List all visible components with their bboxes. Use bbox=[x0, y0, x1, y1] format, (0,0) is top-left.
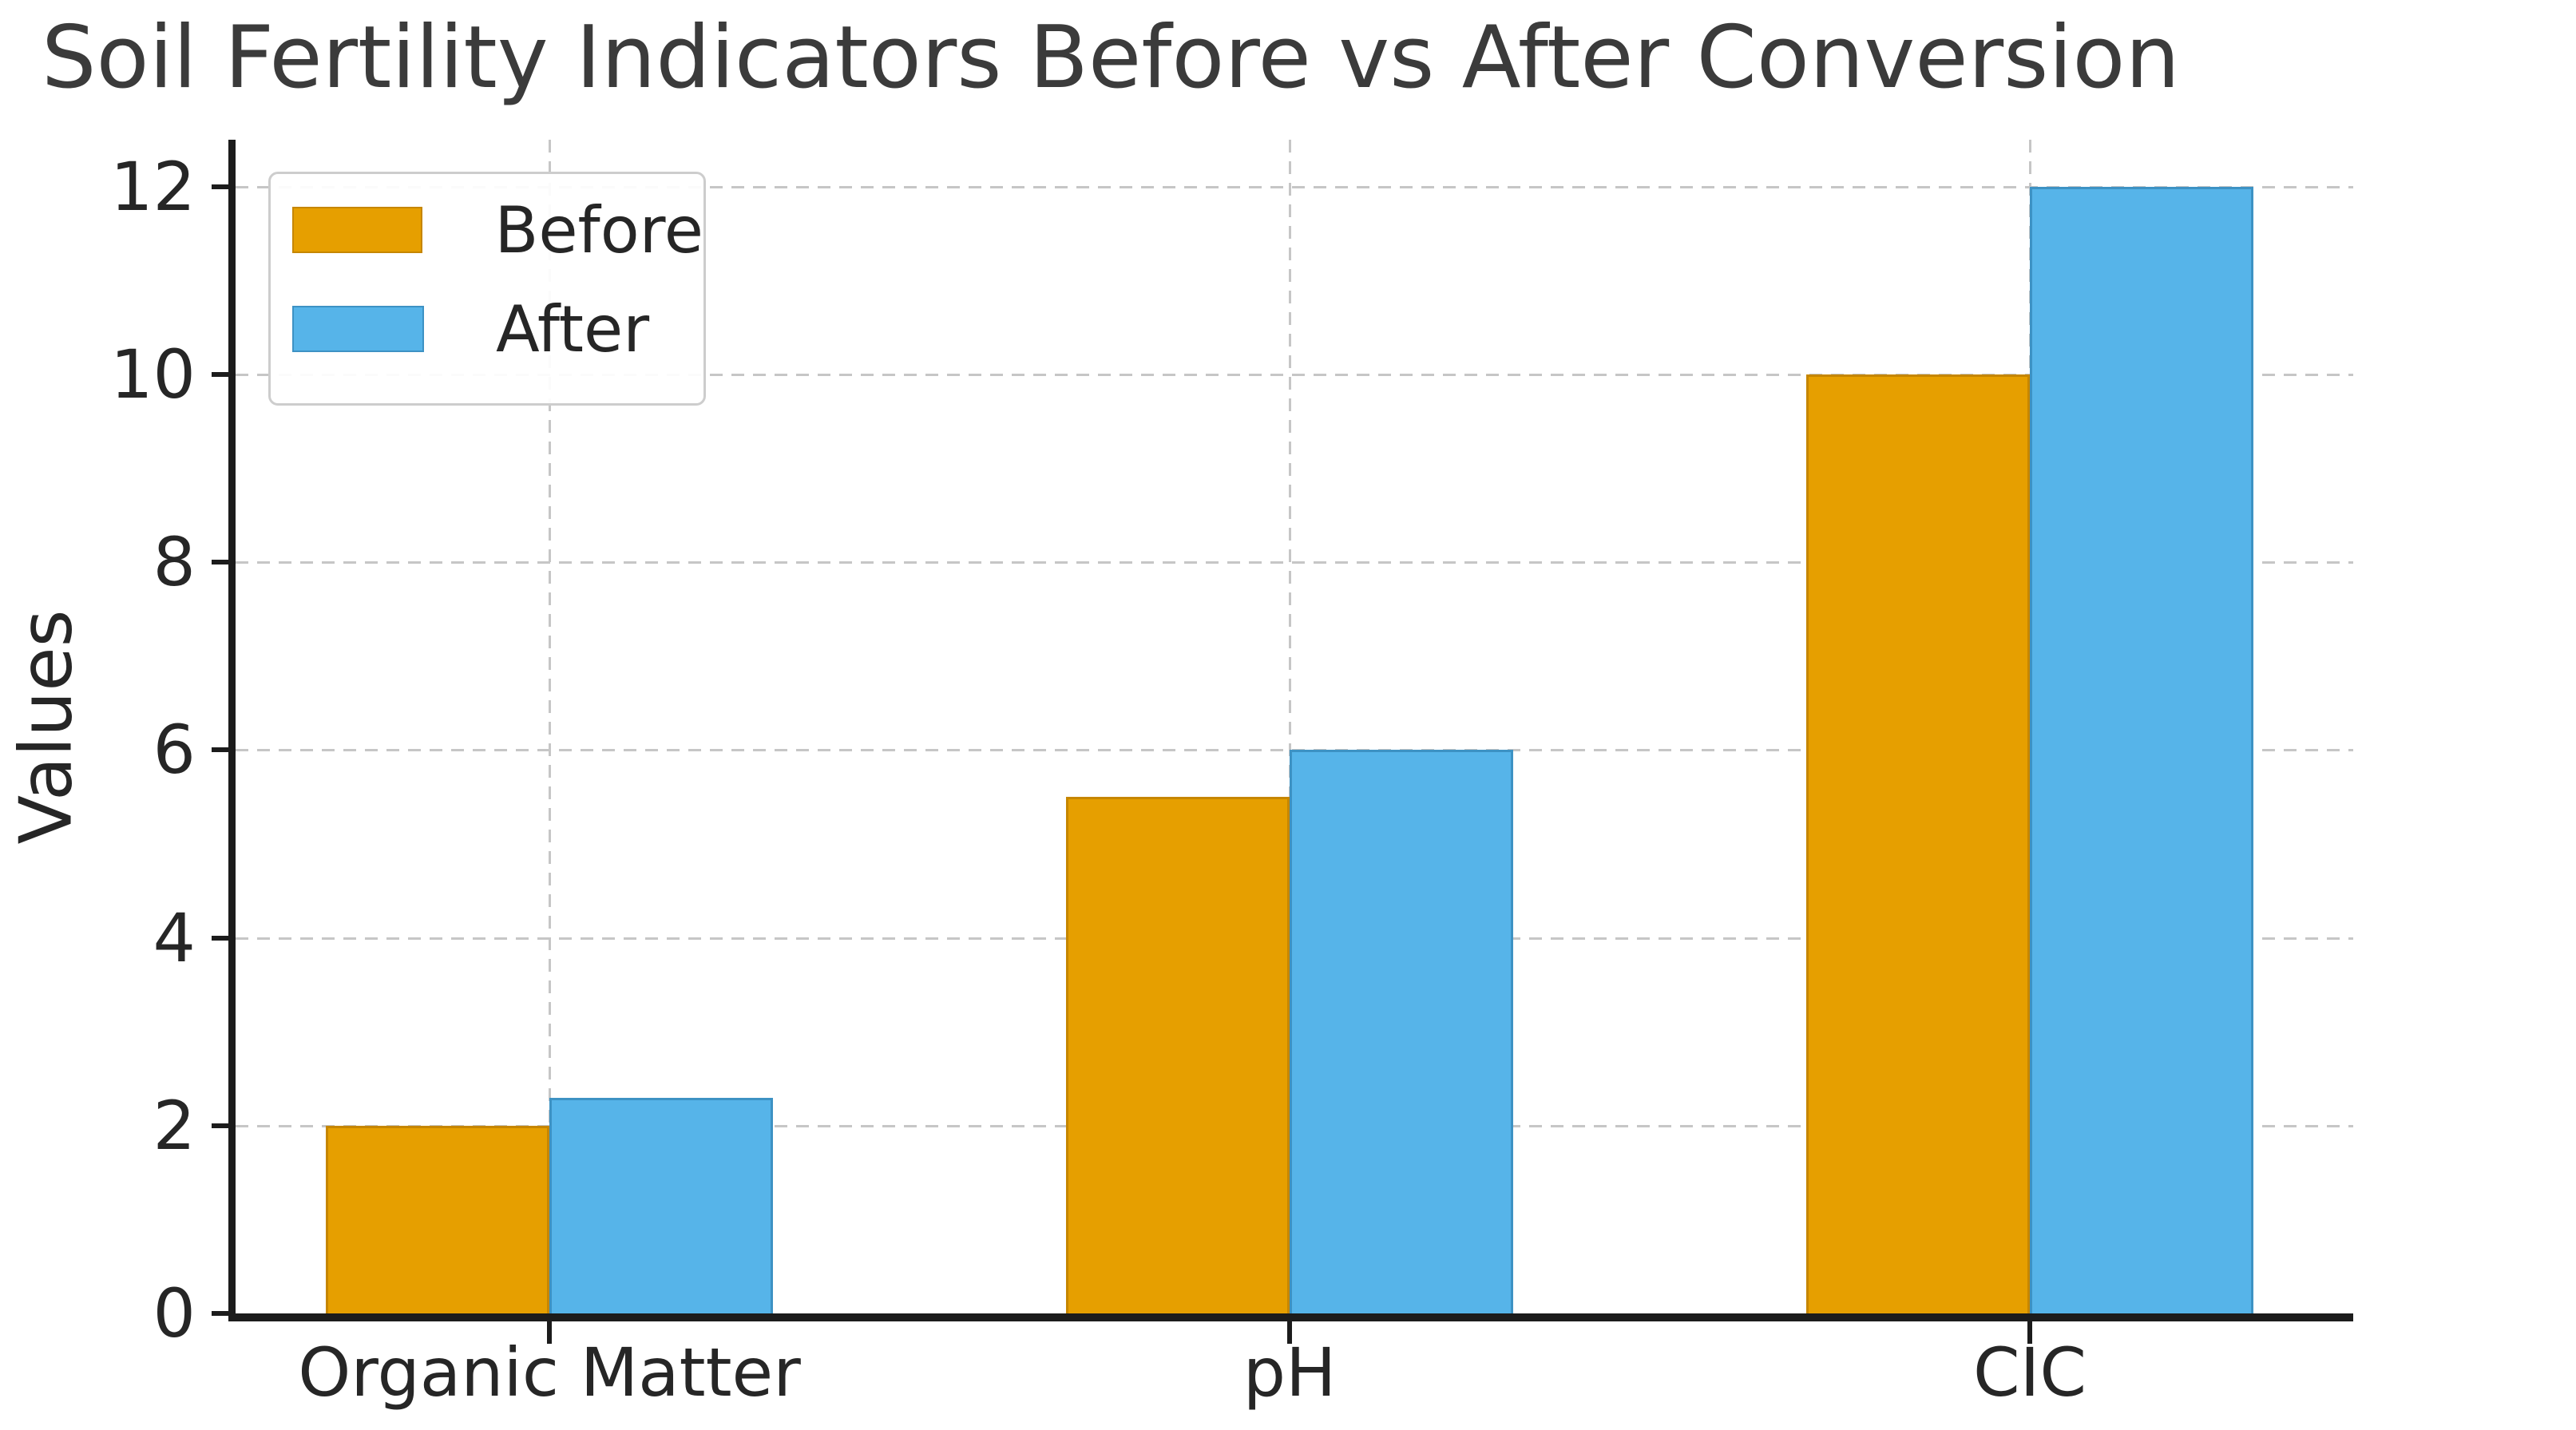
y-tick-12 bbox=[212, 184, 236, 189]
y-tick-10 bbox=[212, 372, 236, 377]
chart-title: Soil Fertility Indicators Before vs Afte… bbox=[42, 8, 2180, 108]
bar-after-ph bbox=[1290, 750, 1513, 1313]
bar-before-ph bbox=[1066, 797, 1290, 1313]
x-tick-label-0: Organic Matter bbox=[298, 1333, 801, 1412]
y-axis-spine bbox=[228, 140, 236, 1313]
bar-before-cic bbox=[1806, 374, 2030, 1313]
legend-label-after: After bbox=[496, 291, 650, 366]
y-tick-label-4: 4 bbox=[153, 898, 196, 977]
y-tick-label-10: 10 bbox=[110, 335, 196, 414]
x-axis-spine bbox=[228, 1313, 2353, 1321]
y-tick-4 bbox=[212, 935, 236, 941]
legend-swatch-after bbox=[292, 306, 424, 352]
y-tick-0 bbox=[212, 1311, 236, 1316]
gridline-y-8 bbox=[236, 561, 2353, 564]
gridline-y-10 bbox=[236, 374, 2353, 376]
plot-area: Before After bbox=[228, 140, 2353, 1321]
legend-label-before: Before bbox=[494, 192, 703, 267]
y-tick-8 bbox=[212, 560, 236, 565]
y-tick-label-12: 12 bbox=[110, 147, 196, 226]
gridline-x-1 bbox=[1289, 140, 1291, 1313]
bar-after-organic-matter bbox=[549, 1097, 773, 1313]
y-tick-label-0: 0 bbox=[153, 1274, 196, 1353]
x-tick-2 bbox=[2027, 1321, 2032, 1344]
y-tick-2 bbox=[212, 1123, 236, 1128]
x-tick-0 bbox=[547, 1321, 552, 1344]
y-tick-label-8: 8 bbox=[153, 523, 196, 602]
y-tick-6 bbox=[212, 747, 236, 753]
x-tick-label-1: pH bbox=[1242, 1333, 1337, 1412]
gridline-y-12 bbox=[236, 185, 2353, 188]
bar-after-cic bbox=[2030, 186, 2253, 1313]
y-tick-label-2: 2 bbox=[153, 1086, 196, 1165]
y-tick-label-6: 6 bbox=[153, 711, 196, 790]
legend-swatch-before bbox=[292, 207, 423, 253]
legend: Before After bbox=[268, 172, 706, 406]
legend-item-before: Before bbox=[292, 193, 703, 267]
bar-before-organic-matter bbox=[326, 1125, 549, 1313]
x-tick-1 bbox=[1287, 1321, 1292, 1344]
gridline-x-0 bbox=[549, 140, 551, 1313]
x-tick-label-2: CIC bbox=[1972, 1333, 2087, 1412]
legend-item-after: After bbox=[292, 292, 703, 366]
